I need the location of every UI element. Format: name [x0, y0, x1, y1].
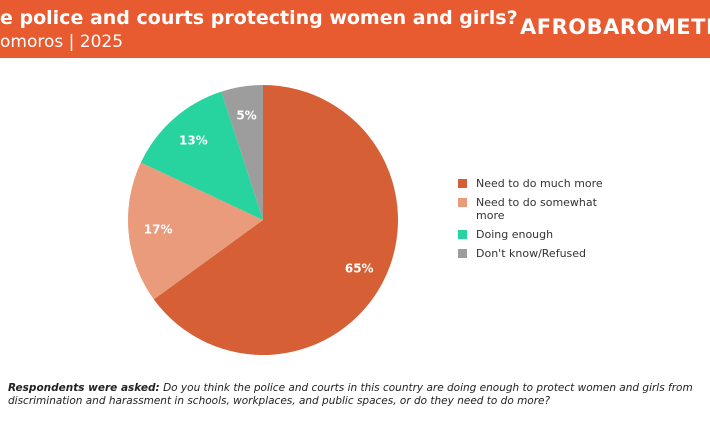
- legend-item: Doing enough: [458, 228, 618, 241]
- legend-swatch: [458, 230, 467, 239]
- legend-label: Doing enough: [476, 228, 554, 241]
- header: e police and courts protecting women and…: [0, 0, 710, 58]
- pie-slice: [128, 162, 263, 300]
- legend-label: Need to do much more: [476, 177, 603, 190]
- brand-logo: AFROBAROMETER: [520, 15, 710, 39]
- legend-item: Don't know/Refused: [458, 247, 618, 260]
- legend-item: Need to do somewhat more: [458, 196, 618, 222]
- slice-label: 17%: [144, 222, 173, 236]
- note-text: Do you think the police and courts in th…: [8, 382, 693, 407]
- slice-label: 65%: [345, 262, 374, 276]
- legend-swatch: [458, 249, 467, 258]
- chart-title: e police and courts protecting women and…: [0, 7, 518, 29]
- legend-swatch: [458, 179, 467, 188]
- legend-label: Don't know/Refused: [476, 247, 587, 260]
- legend: Need to do much more Need to do somewhat …: [458, 177, 618, 266]
- pie-slice: [221, 85, 263, 220]
- chart-subtitle: omoros | 2025: [0, 32, 124, 52]
- legend-label: Need to do somewhat more: [476, 196, 597, 222]
- slice-label: 13%: [179, 134, 208, 148]
- note-label: Respondents were asked:: [8, 382, 160, 394]
- pie-slice: [140, 91, 263, 221]
- slice-label: 5%: [236, 108, 256, 122]
- pie-slice: [153, 85, 398, 355]
- legend-item: Need to do much more: [458, 177, 618, 190]
- legend-swatch: [458, 198, 467, 207]
- footnote: Respondents were asked: Do you think the…: [8, 382, 698, 408]
